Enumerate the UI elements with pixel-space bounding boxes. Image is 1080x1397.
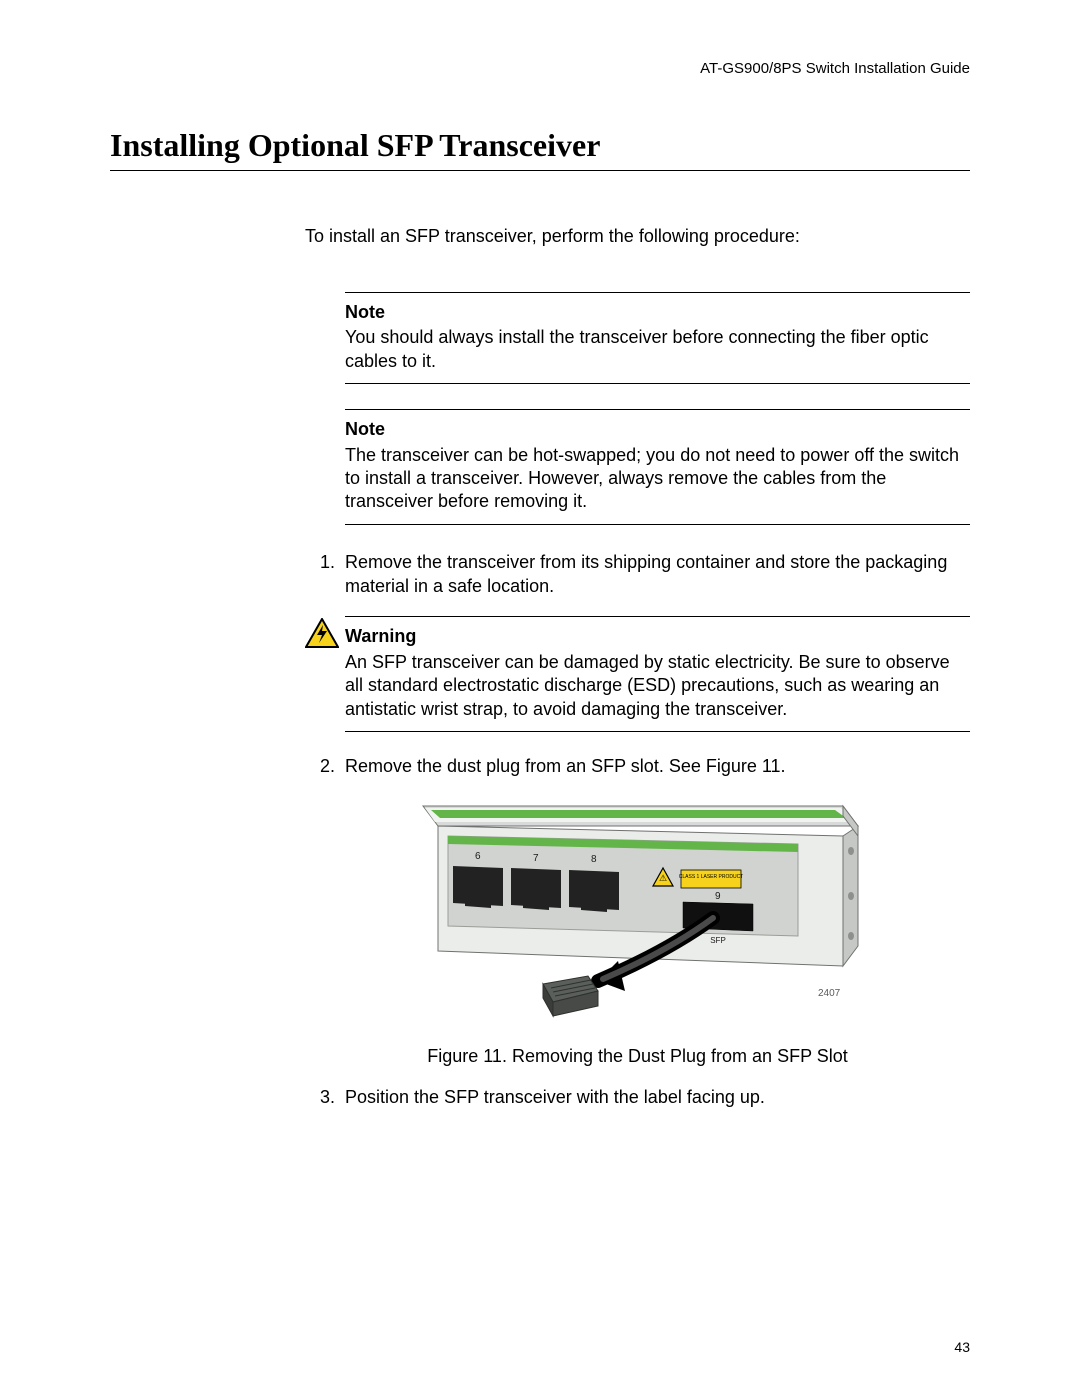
note-label: Note	[345, 418, 970, 441]
note-block-1: Note You should always install the trans…	[345, 292, 970, 384]
figure-illustration: 6 7 8	[403, 796, 873, 1026]
rj45-port	[453, 866, 503, 908]
step-text: Remove the dust plug from an SFP slot. S…	[345, 754, 970, 778]
svg-text:⚠: ⚠	[658, 873, 666, 883]
step-number: 3.	[305, 1085, 345, 1109]
intro-paragraph: To install an SFP transceiver, perform t…	[305, 226, 970, 247]
running-header: AT-GS900/8PS Switch Installation Guide	[110, 60, 970, 77]
step-number: 2.	[305, 754, 345, 778]
illustration-id: 2407	[818, 988, 841, 999]
note-block-2: Note The transceiver can be hot-swapped;…	[345, 409, 970, 525]
dust-plug-icon	[543, 976, 598, 1016]
step-number: 1.	[305, 550, 345, 599]
step-text: Remove the transceiver from its shipping…	[345, 550, 970, 599]
warning-text: An SFP transceiver can be damaged by sta…	[345, 651, 970, 721]
figure-11: 6 7 8	[305, 796, 970, 1031]
port-number-6: 6	[475, 851, 481, 862]
page: AT-GS900/8PS Switch Installation Guide I…	[0, 0, 1080, 1397]
step-text: Position the SFP transceiver with the la…	[345, 1085, 970, 1109]
electrical-warning-icon	[305, 616, 345, 732]
sfp-label: SFP	[710, 936, 726, 945]
port-number-7: 7	[533, 853, 539, 864]
body-content-column: To install an SFP transceiver, perform t…	[305, 226, 970, 1109]
port-number-8: 8	[591, 854, 597, 865]
note-label: Note	[345, 301, 970, 324]
rj45-port	[511, 868, 561, 910]
sfp-port-number: 9	[715, 891, 721, 902]
step-3: 3. Position the SFP transceiver with the…	[305, 1085, 970, 1109]
step-1: 1. Remove the transceiver from its shipp…	[305, 550, 970, 599]
note-text: You should always install the transceive…	[345, 326, 970, 373]
page-number: 43	[954, 1339, 970, 1355]
laser-label: CLASS 1 LASER PRODUCT	[678, 874, 742, 880]
note-text: The transceiver can be hot-swapped; you …	[345, 444, 970, 514]
step-2: 2. Remove the dust plug from an SFP slot…	[305, 754, 970, 778]
section-title: Installing Optional SFP Transceiver	[110, 127, 970, 171]
warning-block: Warning An SFP transceiver can be damage…	[305, 616, 970, 732]
warning-label: Warning	[345, 625, 970, 648]
figure-caption: Figure 11. Removing the Dust Plug from a…	[305, 1046, 970, 1067]
rj45-port	[569, 870, 619, 912]
